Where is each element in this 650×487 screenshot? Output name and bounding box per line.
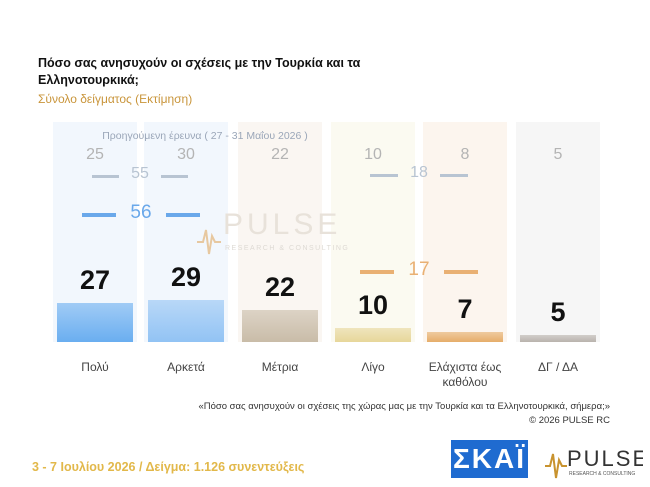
- column-background: [423, 122, 507, 342]
- group-value: 55: [131, 165, 149, 183]
- category-label: Μέτρια: [261, 360, 299, 374]
- footer-fieldwork: 3 - 7 Ιουλίου 2026 / Δείγμα: 1.126 συνεν…: [32, 460, 305, 474]
- group-line: [360, 270, 395, 274]
- chart-subtitle: Σύνολο δείγματος (Εκτίμηση): [38, 92, 193, 106]
- current-value-label: 27: [79, 264, 111, 295]
- group-line: [443, 270, 478, 274]
- group-value: 56: [130, 201, 152, 223]
- previous-value-label: 5: [553, 146, 563, 163]
- chart-title: Πόσο σας ανησυχούν οι σχέσεις με την Του…: [38, 56, 361, 87]
- copyright: © 2026 PULSE RC: [529, 415, 610, 426]
- group-line: [439, 174, 468, 177]
- previous-value-label: 30: [177, 146, 195, 163]
- category-label: Ελάχιστα έως καθόλου: [428, 360, 502, 389]
- watermark-tagline: RESEARCH & CONSULTING: [225, 245, 349, 252]
- column-background: [331, 122, 415, 342]
- group-line: [82, 213, 117, 217]
- current-value-label: 5: [550, 296, 566, 327]
- group-line: [92, 175, 120, 178]
- current-value-label: 29: [170, 261, 202, 292]
- current-value-label: 10: [357, 289, 389, 320]
- pulse-logo: PULSE RESEARCH & CONSULTING: [545, 446, 643, 479]
- column-background: [516, 122, 600, 342]
- question-note: «Πόσο σας ανησυχούν οι σχέσεις της χώρας…: [198, 401, 610, 412]
- group-value: 18: [410, 164, 428, 182]
- bar: [242, 310, 318, 342]
- bar: [148, 299, 224, 342]
- watermark-brand: PULSE: [223, 208, 341, 241]
- category-label: Πολύ: [81, 360, 109, 374]
- category-label: Λίγο: [361, 360, 385, 374]
- pulse-logo-brand: PULSE: [567, 446, 643, 471]
- pulse-watermark: PULSE RESEARCH & CONSULTING: [197, 208, 349, 255]
- previous-value-label: 10: [364, 146, 382, 163]
- current-value-label: 22: [264, 272, 296, 303]
- category-label: ΔΓ / ΔΑ: [538, 360, 578, 374]
- category-label: Αρκετά: [167, 360, 205, 374]
- previous-value-label: 25: [86, 146, 104, 163]
- bar: [57, 302, 133, 342]
- bar: [520, 334, 596, 342]
- current-value-label: 7: [457, 293, 473, 324]
- group-value: 17: [408, 258, 430, 280]
- previous-value-label: 22: [271, 146, 289, 163]
- previous-survey-label: Προηγούμενη έρευνα ( 27 - 31 Μαΐου 2026 …: [102, 130, 308, 142]
- column-background: [238, 122, 322, 342]
- bar: [427, 331, 503, 342]
- previous-value-label: 8: [460, 146, 470, 163]
- group-line: [370, 174, 399, 177]
- pulse-logo-tagline: RESEARCH & CONSULTING: [569, 471, 635, 477]
- group-line: [165, 213, 200, 217]
- group-line: [160, 175, 188, 178]
- bar: [335, 327, 411, 342]
- skai-logo: ΣΚΑΪ: [451, 440, 528, 478]
